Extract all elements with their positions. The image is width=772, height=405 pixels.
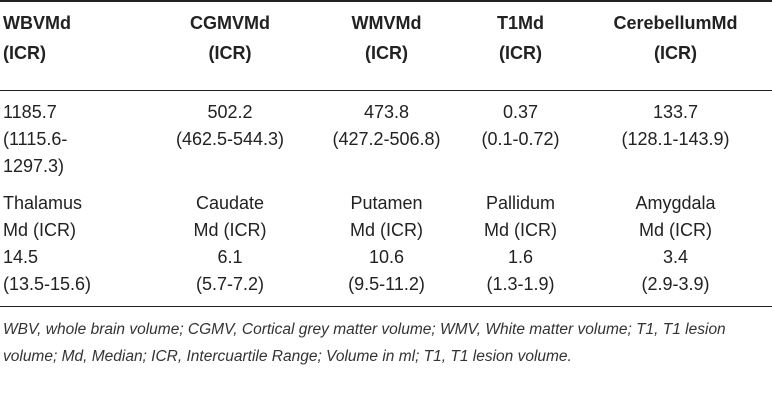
row2-label-caudate-line2: Md (ICR) [193,220,267,240]
row2-label-caudate: Caudate Md (ICR) [150,190,310,244]
row2-label-putamen: Putamen Md (ICR) [315,190,458,244]
header-wmv-line1: WMVMd [351,13,422,33]
row2-label-thalamus-line1: Thalamus [3,193,83,213]
row2-label-pallidum-line2: Md (ICR) [484,220,557,240]
header-cell-cgmv: CGMVMd (ICR) [150,8,310,68]
row2-label-amygdala: Amygdala Md (ICR) [588,190,763,244]
row2-value-thalamus: 14.5 (13.5-15.6) [3,244,143,298]
row2-label-pallidum-line1: Pallidum [485,193,556,213]
row1-cgmv-icr: (462.5-544.3) [175,129,285,149]
row1-wbv-icr-start: (1115.6- [3,129,68,149]
header-t1-line1: T1Md [497,13,544,33]
row1-cell-wbv: 1185.7 (1115.6- 1297.3) [3,99,143,180]
row2-label-thalamus-line2: Md (ICR) [3,220,76,240]
header-cerebellum-line2: (ICR) [654,43,697,63]
table-bottom-rule [0,306,772,307]
row1-wbv-icr-end: 1297.3) [3,156,65,176]
row2-thalamus-median: 14.5 [3,247,39,267]
row2-value-pallidum: 1.6 (1.3-1.9) [458,244,583,298]
row2-putamen-icr: (9.5-11.2) [348,274,425,294]
header-cgmv-line1: CGMVMd [190,13,270,33]
row2-thalamus-icr: (13.5-15.6) [3,274,92,294]
row1-t1-median: 0.37 [502,102,539,122]
row1-cell-t1: 0.37 (0.1-0.72) [458,99,583,153]
row1-cell-wmv: 473.8 (427.2-506.8) [315,99,458,153]
header-wbv-line2: (ICR) [3,43,46,63]
header-cerebellum-line1: CerebellumMd [613,13,738,33]
row2-label-caudate-line1: Caudate [195,193,265,213]
row2-label-putamen-line2: Md (ICR) [350,220,423,240]
header-wbv-line1: WBVMd [3,13,71,33]
row2-caudate-icr: (5.7-7.2) [195,274,265,294]
row1-wmv-median: 473.8 [363,102,410,122]
header-cell-wmv: WMVMd (ICR) [315,8,458,68]
row1-wbv-median: 1185.7 [3,102,57,122]
row2-value-amygdala: 3.4 (2.9-3.9) [588,244,763,298]
row1-cerebellum-median: 133.7 [652,102,699,122]
row2-value-caudate: 6.1 (5.7-7.2) [150,244,310,298]
row1-cell-cerebellum: 133.7 (128.1-143.9) [588,99,763,153]
header-t1-line2: (ICR) [499,43,542,63]
header-wmv-line2: (ICR) [365,43,408,63]
row1-cell-cgmv: 502.2 (462.5-544.3) [150,99,310,153]
row2-label-thalamus: Thalamus Md (ICR) [3,190,143,244]
row2-pallidum-median: 1.6 [507,247,534,267]
header-cgmv-line2: (ICR) [208,43,252,63]
row2-pallidum-icr: (1.3-1.9) [486,274,555,294]
row2-label-pallidum: Pallidum Md (ICR) [458,190,583,244]
row2-label-putamen-line1: Putamen [350,193,423,213]
row2-caudate-median: 6.1 [217,247,243,267]
table-top-rule [0,0,772,2]
header-cell-cerebellum: CerebellumMd (ICR) [588,8,763,68]
header-cell-wbv: WBVMd (ICR) [3,8,143,68]
header-divider-rule [0,90,772,91]
row1-cerebellum-icr: (128.1-143.9) [621,129,730,149]
header-cell-t1: T1Md (ICR) [458,8,583,68]
row1-cgmv-median: 502.2 [207,102,253,122]
row2-putamen-median: 10.6 [368,247,405,267]
table-footnote: WBV, whole brain volume; CGMV, Cortical … [3,321,726,365]
row1-wmv-icr: (427.2-506.8) [332,129,441,149]
row2-amygdala-icr: (2.9-3.9) [641,274,710,294]
row2-label-amygdala-line1: Amygdala [635,193,716,213]
row2-value-putamen: 10.6 (9.5-11.2) [315,244,458,298]
row2-label-amygdala-line2: Md (ICR) [639,220,712,240]
row2-amygdala-median: 3.4 [662,247,689,267]
row1-t1-icr: (0.1-0.72) [481,129,560,149]
